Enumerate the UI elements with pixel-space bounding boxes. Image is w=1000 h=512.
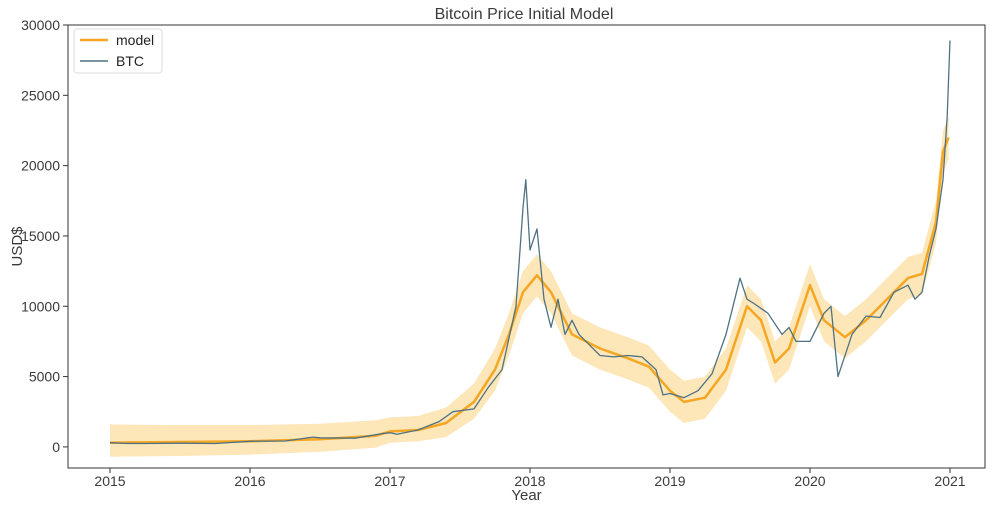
- y-axis-ticks: 0 5000 10000 15000 20000 25000 30000: [21, 17, 68, 455]
- x-axis-title: Year: [511, 487, 541, 504]
- x-tick-label: 2015: [94, 473, 125, 489]
- y-tick-label: 20000: [21, 158, 60, 174]
- y-axis-title: USD$: [9, 226, 26, 267]
- x-axis-ticks: 2015 2016 2017 2018 2019 2020 2021: [94, 468, 966, 489]
- x-tick-label: 2021: [934, 473, 965, 489]
- plot-frame: [67, 24, 986, 469]
- plot-area: [67, 24, 986, 469]
- y-tick-label: 5000: [29, 369, 60, 385]
- x-tick-label: 2017: [374, 473, 405, 489]
- series-line-btc: [109, 40, 951, 445]
- legend: model BTC: [73, 28, 163, 74]
- legend-entry-model-label: model: [116, 32, 154, 48]
- y-tick-label: 15000: [21, 228, 60, 244]
- series-layer: [109, 40, 951, 445]
- y-tick-label: 0: [52, 439, 60, 455]
- x-tick-label: 2019: [654, 473, 685, 489]
- x-tick-label: 2016: [234, 473, 265, 489]
- x-tick-label: 2020: [794, 473, 825, 489]
- legend-entry-btc-label: BTC: [116, 53, 144, 69]
- y-tick-label: 25000: [21, 87, 60, 103]
- y-tick-label: 30000: [21, 17, 60, 33]
- chart-title: Bitcoin Price Initial Model: [435, 6, 614, 23]
- x-tick-label: 2018: [514, 473, 545, 489]
- y-tick-label: 10000: [21, 298, 60, 314]
